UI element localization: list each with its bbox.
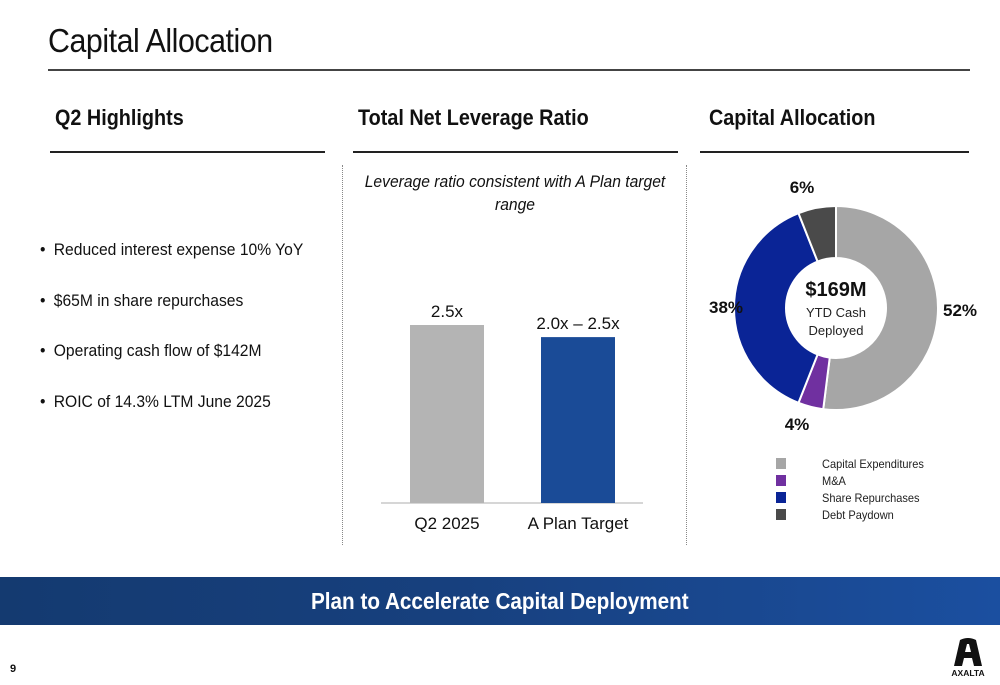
donut-data-label: 52% [943, 301, 977, 320]
legend-label: M&A [822, 473, 846, 488]
legend-item: Debt Paydown [776, 506, 933, 523]
legend-swatch [776, 475, 786, 486]
bar-1 [541, 337, 615, 503]
donut-slice-debt-paydown [797, 204, 837, 263]
legend-swatch [776, 509, 786, 520]
logo-text: AXALTA [951, 668, 984, 678]
allocation-donut-chart: 52% 4% 38% 6% $169M YTD Cash Deployed [709, 178, 977, 434]
bar-category-label: Q2 2025 [414, 514, 479, 533]
highlight-item: Reduced interest expense 10% YoY [40, 240, 304, 260]
donut-slice-share-repurchases [733, 211, 819, 405]
allocation-title: Capital Allocation [709, 105, 876, 130]
legend-swatch [776, 492, 786, 503]
title-divider [48, 69, 970, 71]
donut-center-label: Deployed [809, 323, 864, 338]
highlight-item: $65M in share repurchases [40, 291, 303, 311]
highlights-list: Reduced interest expense 10% YoY $65M in… [40, 240, 326, 442]
legend-label: Debt Paydown [822, 507, 894, 522]
donut-legend: Capital Expenditures M&A Share Repurchases… [776, 455, 933, 523]
highlight-item: Operating cash flow of $142M [40, 341, 303, 361]
allocation-divider [700, 151, 969, 153]
column-separator [686, 165, 687, 545]
leverage-title: Total Net Leverage Ratio [358, 105, 589, 130]
bar-category-label: A Plan Target [528, 514, 629, 533]
highlights-divider [50, 151, 325, 153]
highlight-item: ROIC of 14.3% LTM June 2025 [40, 392, 303, 412]
leverage-divider [353, 151, 678, 153]
leverage-subtitle: Leverage ratio consistent with A Plan ta… [364, 172, 666, 214]
bar-data-label: 2.5x [431, 302, 464, 321]
column-separator [342, 165, 343, 545]
bar-data-label: 2.0x – 2.5x [536, 314, 620, 333]
legend-label: Share Repurchases [822, 490, 920, 505]
highlights-title: Q2 Highlights [55, 105, 184, 130]
donut-center-value: $169M [805, 279, 866, 301]
donut-data-label: 6% [790, 178, 815, 197]
banner-text: Plan to Accelerate Capital Deployment [311, 587, 689, 614]
bar-0 [410, 325, 484, 503]
legend-item: Capital Expenditures [776, 455, 933, 472]
page-title: Capital Allocation [48, 22, 273, 59]
legend-swatch [776, 458, 786, 469]
donut-slice-capital-expenditures [822, 204, 939, 411]
page-number: 9 [10, 663, 17, 675]
legend-item: Share Repurchases [776, 489, 933, 506]
bottom-banner: Plan to Accelerate Capital Deployment [0, 577, 1000, 625]
axalta-logo-icon: AXALTA [951, 638, 985, 678]
leverage-bar-chart: 2.5x Q2 2025 2.0x – 2.5x A Plan Target [381, 302, 643, 533]
donut-data-label: 38% [709, 298, 743, 317]
legend-label: Capital Expenditures [822, 456, 924, 471]
donut-center-label: YTD Cash [806, 305, 866, 320]
donut-data-label: 4% [785, 415, 810, 434]
legend-item: M&A [776, 472, 933, 489]
